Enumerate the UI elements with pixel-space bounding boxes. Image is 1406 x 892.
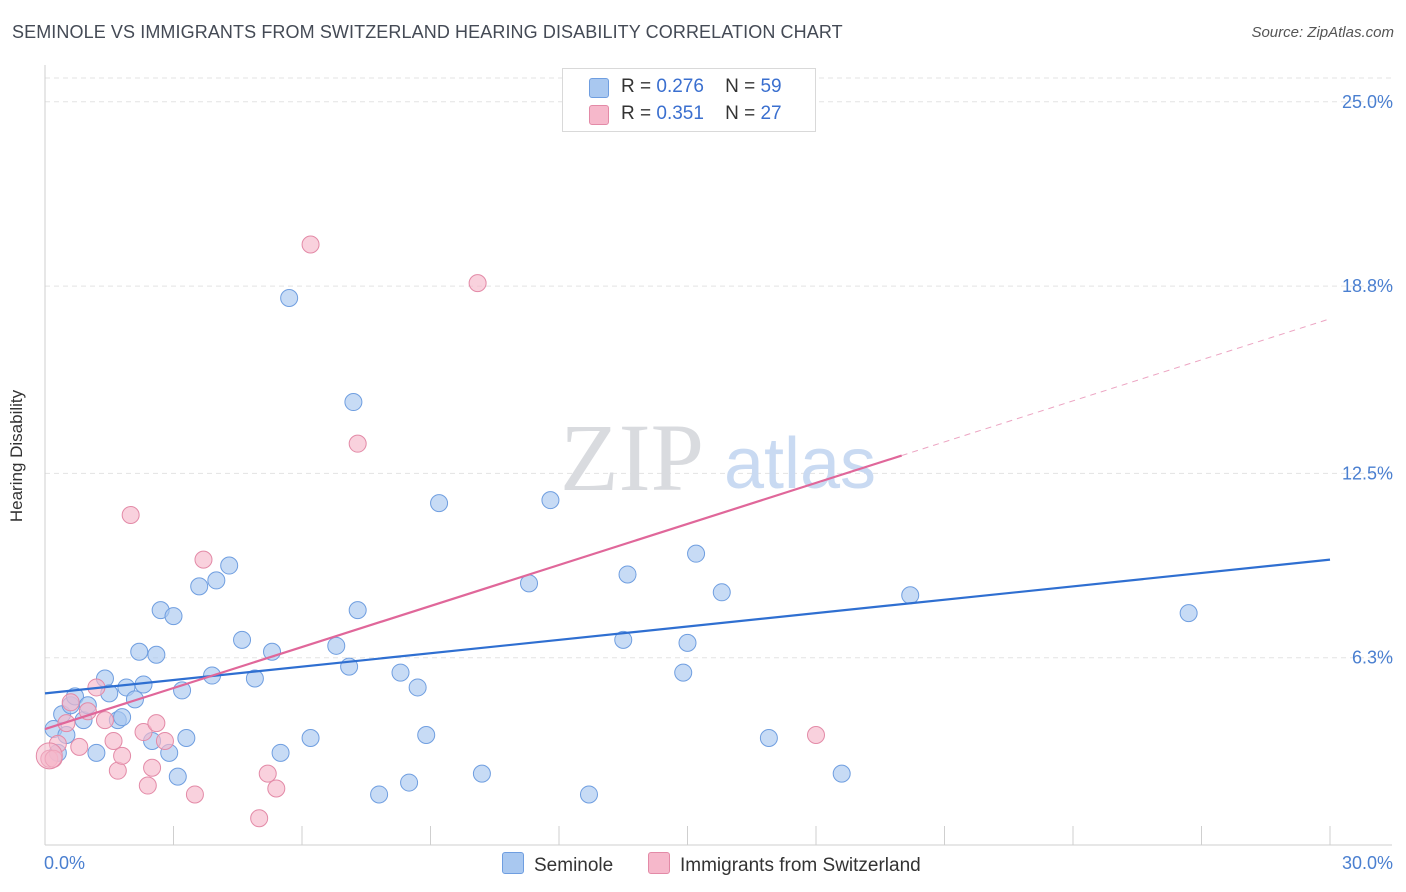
seminole-point xyxy=(832,764,851,783)
r-label: R = xyxy=(621,76,652,97)
seminole-point xyxy=(220,556,239,575)
switzerland-point xyxy=(104,731,123,750)
switzerland-point xyxy=(267,779,286,798)
seminole-point xyxy=(113,708,132,727)
seminole-point xyxy=(130,642,149,661)
switzerland-point xyxy=(35,742,63,770)
switzerland-point xyxy=(194,550,213,569)
stats-legend: R = 0.276 N = 59 R = 0.351 N = 27 xyxy=(562,68,816,132)
chart-title: SEMINOLE VS IMMIGRANTS FROM SWITZERLAND … xyxy=(12,22,843,42)
trend-lines xyxy=(44,318,1331,731)
seminole-point xyxy=(687,544,706,563)
switzerland-point xyxy=(807,726,825,745)
seminole-point xyxy=(164,607,183,626)
seminole-point xyxy=(759,728,778,747)
seminole-point xyxy=(301,728,320,747)
watermark: ZIP atlas xyxy=(560,404,876,511)
seminole-point xyxy=(472,764,491,783)
switzerland-point xyxy=(155,731,174,750)
n-label: N = xyxy=(725,103,756,124)
watermark-atlas: atlas xyxy=(724,424,876,504)
n-label: N = xyxy=(725,76,756,97)
y-tick-label: 18.8% xyxy=(1342,276,1393,296)
n-value: 59 xyxy=(760,76,782,97)
switzerland-point xyxy=(70,737,89,756)
seminole-point xyxy=(430,494,449,513)
seminole-point xyxy=(280,288,299,307)
seminole-point xyxy=(207,571,226,590)
legend-item-switzerland: Immigrants from Switzerland xyxy=(648,852,921,877)
seminole-point xyxy=(1179,604,1198,623)
switzerland-point xyxy=(78,702,97,721)
seminole-point xyxy=(147,645,166,664)
seminole-trend-line xyxy=(44,558,1331,695)
seminole-point xyxy=(400,773,419,792)
seminole-point xyxy=(177,728,196,747)
x-tick-label: 30.0% xyxy=(1342,853,1393,873)
switzerland-legend-swatch xyxy=(648,852,670,874)
source-note: Source: ZipAtlas.com xyxy=(1251,24,1394,41)
seminole-swatch xyxy=(589,78,609,98)
switzerland-point xyxy=(147,714,166,733)
switzerland-point xyxy=(95,711,114,730)
switzerland-point xyxy=(301,235,320,254)
seminole-point xyxy=(190,577,209,596)
axes xyxy=(44,65,1392,846)
seminole-point xyxy=(901,586,920,605)
seminole-point xyxy=(370,785,389,804)
seminole-point xyxy=(87,743,106,762)
seminole-point xyxy=(579,785,598,804)
seminole-point xyxy=(348,601,367,620)
y-tick-label: 25.0% xyxy=(1342,92,1393,112)
seminole-point xyxy=(391,663,410,682)
switzerland-point xyxy=(250,809,269,828)
legend-item-seminole: Seminole xyxy=(502,852,613,877)
n-value: 27 xyxy=(760,103,782,124)
seminole-point xyxy=(408,678,427,697)
switzerland-point xyxy=(121,506,140,525)
seminole-point xyxy=(417,726,436,745)
watermark-zip: ZIP xyxy=(560,404,704,511)
switzerland-trend-extension xyxy=(901,318,1331,457)
seminole-point xyxy=(245,669,264,688)
seminole-point xyxy=(674,663,693,682)
y-tick-label: 12.5% xyxy=(1342,463,1393,483)
switzerland-point xyxy=(134,723,153,742)
switzerland-trend-line xyxy=(44,454,903,731)
seminole-point xyxy=(614,630,633,649)
r-value: 0.351 xyxy=(656,103,704,124)
seminole-point xyxy=(712,583,731,602)
switzerland-swatch xyxy=(589,105,609,125)
seminole-point xyxy=(233,630,252,649)
switzerland-point xyxy=(138,776,157,795)
seminole-point xyxy=(344,393,363,412)
x-tick-label: 0.0% xyxy=(44,853,85,873)
legend-label: Immigrants from Switzerland xyxy=(680,855,921,876)
seminole-point xyxy=(327,636,346,655)
gridlines xyxy=(45,77,1392,659)
seminole-point xyxy=(541,491,560,510)
seminole-point xyxy=(618,565,637,584)
seminole-point xyxy=(168,767,187,786)
seminole-point xyxy=(271,743,290,762)
seminole-legend-swatch xyxy=(502,852,524,874)
r-value: 0.276 xyxy=(656,76,704,97)
seminole-point xyxy=(678,633,697,652)
switzerland-point xyxy=(468,274,487,293)
switzerland-point xyxy=(348,434,367,453)
switzerland-point xyxy=(113,746,132,765)
switzerland-point xyxy=(258,764,277,783)
legend-label: Seminole xyxy=(534,855,614,876)
switzerland-point xyxy=(143,758,162,777)
data-points xyxy=(35,235,1198,828)
switzerland-point xyxy=(108,761,127,780)
y-tick-label: 6.3% xyxy=(1352,648,1393,668)
switzerland-point xyxy=(185,785,204,804)
switzerland-point xyxy=(61,693,80,712)
r-label: R = xyxy=(621,103,652,124)
tick-labels: 6.3% 12.5% 18.8% 25.0% 0.0% 30.0% xyxy=(44,92,1393,873)
